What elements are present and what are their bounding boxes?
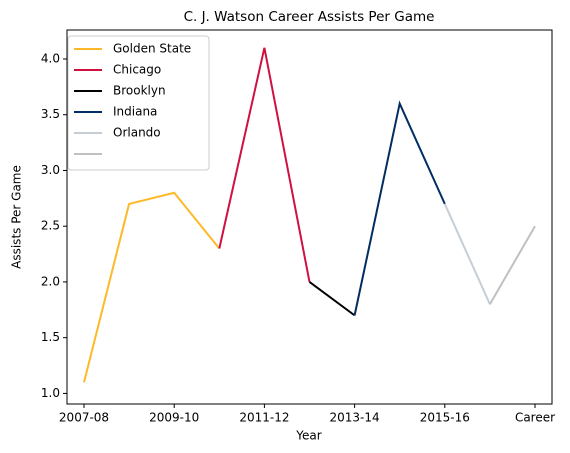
legend-label: Orlando [113, 126, 161, 140]
legend-label: Chicago [113, 63, 161, 77]
x-tick-label: 2011-12 [239, 411, 289, 425]
x-tick-label: 2013-14 [330, 411, 380, 425]
x-axis-label: Year [295, 429, 321, 443]
series-line [83, 191, 221, 383]
legend-label: Brooklyn [113, 84, 166, 98]
y-tick-label: 2.5 [41, 219, 60, 233]
legend-box [67, 35, 210, 171]
y-tick-label: 3.0 [41, 163, 60, 177]
x-tick-label: 2009-10 [149, 411, 199, 425]
series-line [443, 203, 491, 305]
series-line [308, 281, 356, 317]
y-tick-label: 3.5 [41, 107, 60, 121]
y-axis-label: Assists Per Game [10, 165, 24, 269]
x-tick-label: 2007-08 [59, 411, 109, 425]
chart-title: C. J. Watson Career Assists Per Game [184, 9, 435, 25]
series-line [489, 225, 536, 305]
y-tick-label: 1.5 [41, 330, 60, 344]
legend-label: Golden State [113, 42, 191, 56]
y-tick-label: 1.0 [41, 386, 60, 400]
plot-frame [66, 29, 553, 405]
y-tick-label: 4.0 [41, 51, 60, 65]
x-tick-label: 2015-16 [420, 411, 470, 425]
x-tick-label: Career [515, 411, 555, 425]
legend-label: Indiana [113, 105, 157, 119]
series-line [353, 100, 446, 316]
y-tick-label: 2.0 [41, 274, 60, 288]
series-line [218, 47, 311, 283]
